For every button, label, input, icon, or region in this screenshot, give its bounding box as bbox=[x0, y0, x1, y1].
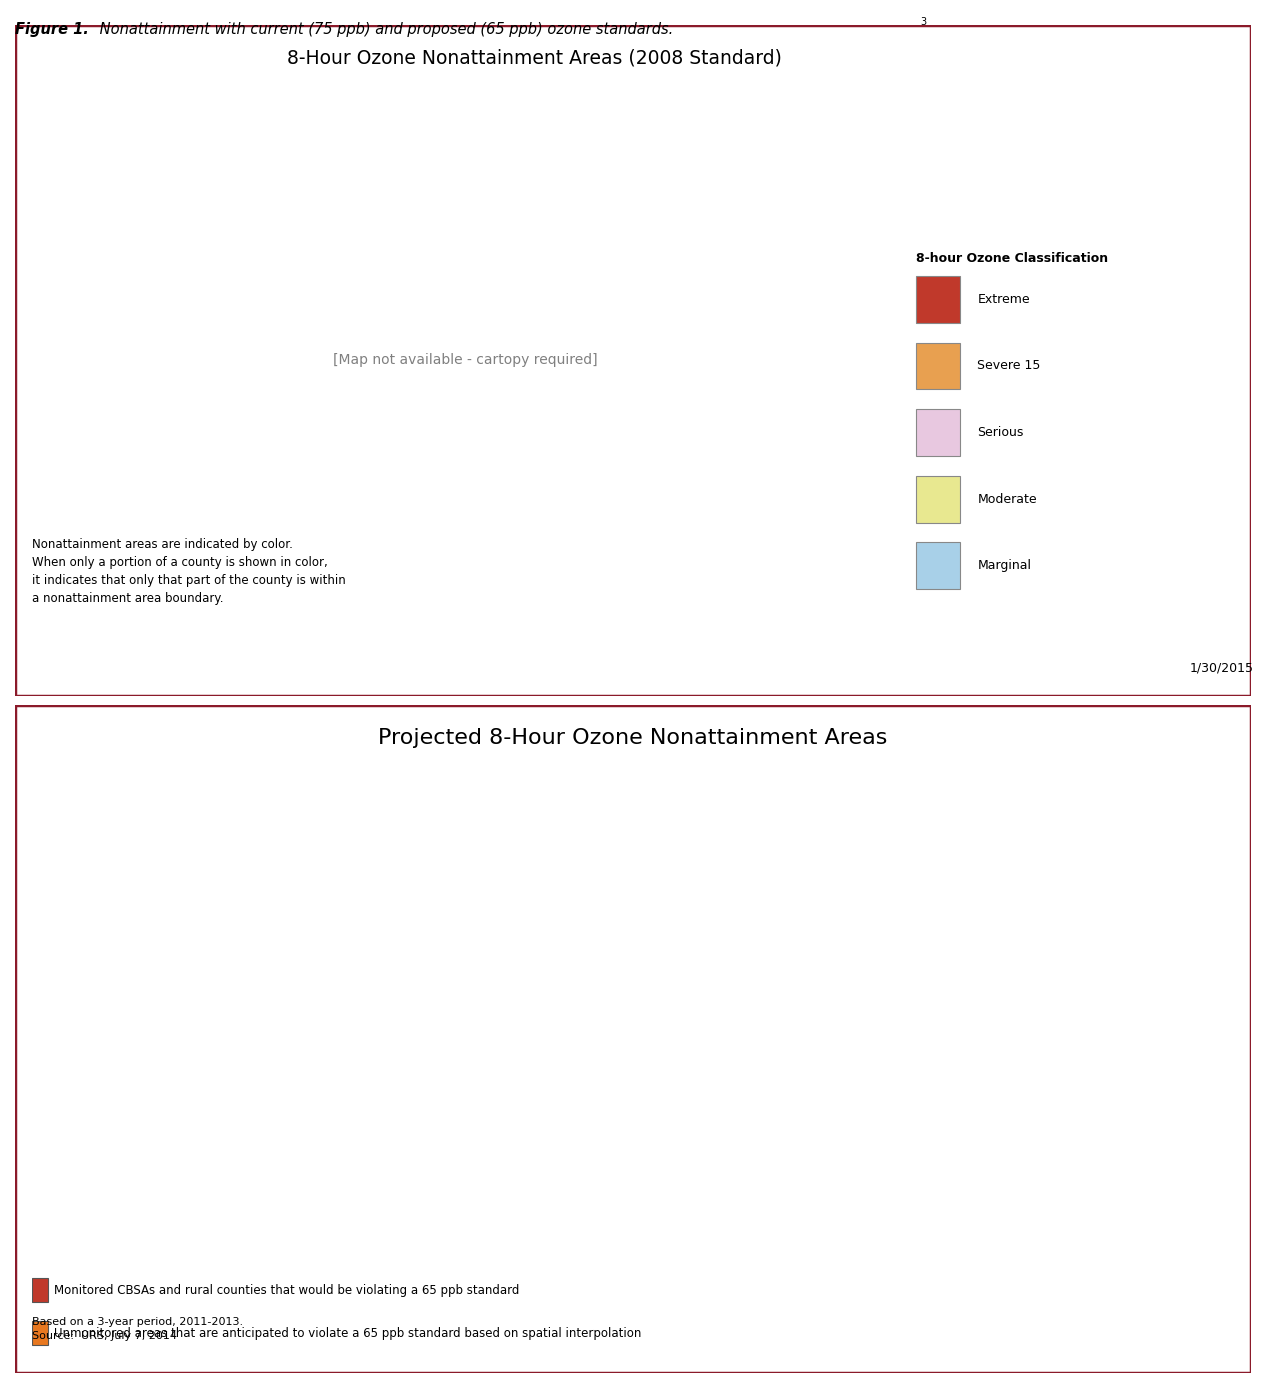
Text: 3: 3 bbox=[920, 17, 927, 27]
Text: Moderate: Moderate bbox=[977, 492, 1037, 506]
Bar bbox=[32, 1278, 48, 1303]
Bar bbox=[32, 1321, 48, 1345]
Text: Based on a 3-year period, 2011-2013.
Source:  URS, July 7, 2014: Based on a 3-year period, 2011-2013. Sou… bbox=[32, 1317, 243, 1341]
Text: 8-Hour Ozone Nonattainment Areas (2008 Standard): 8-Hour Ozone Nonattainment Areas (2008 S… bbox=[286, 49, 781, 67]
Text: Extreme: Extreme bbox=[977, 294, 1031, 306]
Text: Marginal: Marginal bbox=[977, 559, 1032, 572]
Text: Nonattainment areas are indicated by color.
When only a portion of a county is s: Nonattainment areas are indicated by col… bbox=[32, 538, 346, 605]
Text: Serious: Serious bbox=[977, 426, 1024, 439]
Bar bbox=[915, 275, 961, 323]
Text: Figure 1.: Figure 1. bbox=[15, 22, 89, 38]
Text: Severe 15: Severe 15 bbox=[977, 359, 1041, 372]
Bar bbox=[915, 542, 961, 589]
Text: 8-hour Ozone Classification: 8-hour Ozone Classification bbox=[915, 253, 1108, 266]
Text: Projected 8-Hour Ozone Nonattainment Areas: Projected 8-Hour Ozone Nonattainment Are… bbox=[379, 728, 887, 748]
Text: Unmonitored areas that are anticipated to violate a 65 ppb standard based on spa: Unmonitored areas that are anticipated t… bbox=[53, 1327, 641, 1339]
Text: 1/30/2015: 1/30/2015 bbox=[1189, 661, 1253, 675]
Text: Nonattainment with current (75 ppb) and proposed (65 ppb) ozone standards.: Nonattainment with current (75 ppb) and … bbox=[95, 22, 674, 38]
Text: [Map not available - cartopy required]: [Map not available - cartopy required] bbox=[333, 352, 598, 368]
Bar bbox=[915, 343, 961, 390]
Text: Monitored CBSAs and rural counties that would be violating a 65 ppb standard: Monitored CBSAs and rural counties that … bbox=[53, 1283, 519, 1296]
Bar bbox=[915, 475, 961, 523]
Bar bbox=[915, 410, 961, 456]
